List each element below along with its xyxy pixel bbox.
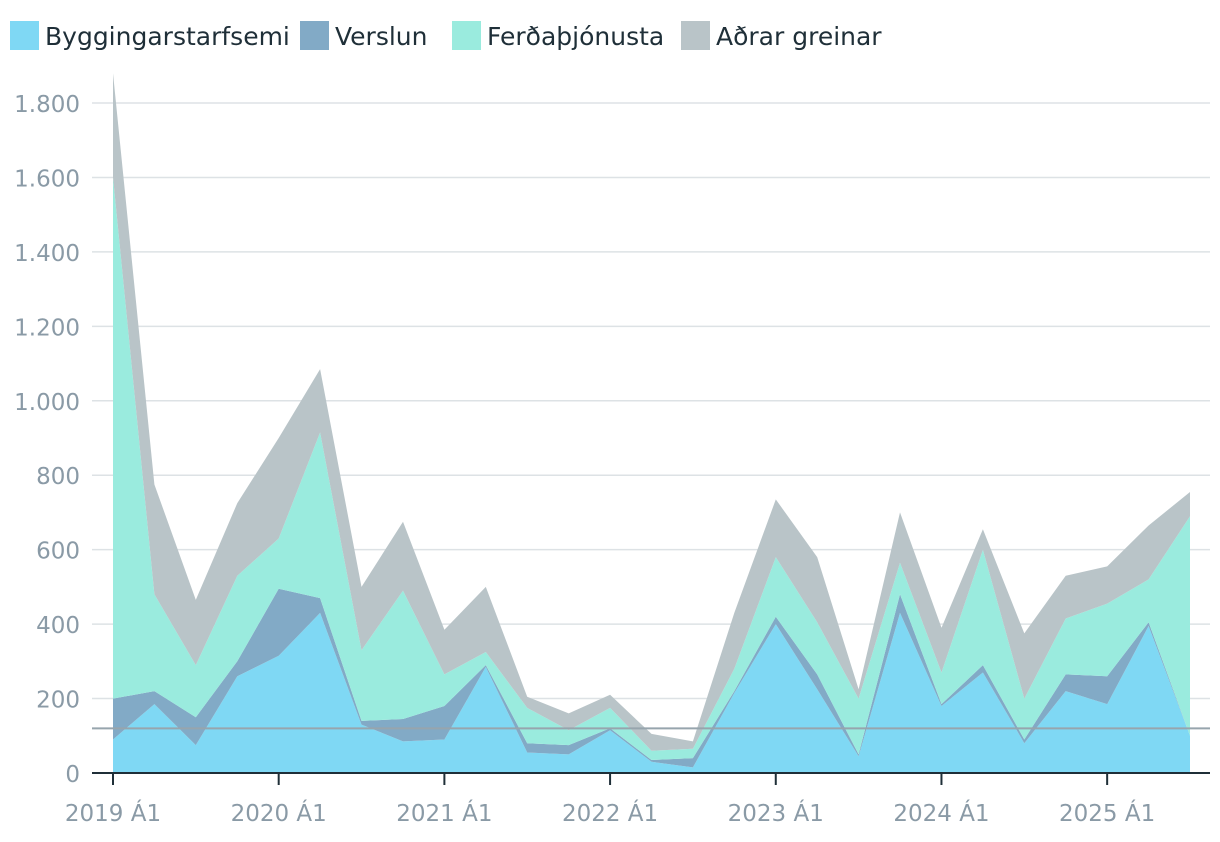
legend-label: Byggingarstarfsemi — [45, 22, 290, 51]
y-tick-label: 1.000 — [14, 390, 80, 416]
x-axis: 2019 Á1 2020 Á1 2021 Á1 2022 Á1 2023 Á1 2024 … — [65, 772, 1210, 827]
y-tick-label: 0 — [65, 762, 80, 788]
series-area — [113, 73, 1190, 751]
legend-label: Verslun — [335, 22, 427, 51]
x-tick-label: 2025 Á1 — [1059, 799, 1155, 827]
series-areas — [113, 73, 1190, 773]
x-tick-label: 2023 Á1 — [728, 799, 824, 827]
legend-swatch — [681, 21, 710, 50]
y-tick-label: 400 — [36, 613, 80, 639]
legend-label: Aðrar greinar — [716, 22, 882, 51]
x-tick-label: 2020 Á1 — [231, 799, 327, 827]
series-area — [113, 588, 1190, 768]
legend-label: Ferðaþjónusta — [487, 22, 664, 51]
legend-swatch — [10, 21, 39, 50]
legend: Byggingarstarfsemi Verslun Ferðaþjónusta Að… — [10, 21, 882, 51]
y-tick-label: 800 — [36, 464, 80, 490]
series-area — [113, 612, 1190, 773]
y-tick-label: 600 — [36, 539, 80, 565]
x-tick-label: 2021 Á1 — [396, 799, 492, 827]
y-axis: 0 200 400 600 800 1.000 1.200 1.400 1.600 1.800 — [14, 92, 80, 788]
x-tick-label: 2022 Á1 — [562, 799, 658, 827]
legend-swatch — [300, 21, 329, 50]
y-tick-label: 1.600 — [14, 166, 80, 192]
y-tick-label: 1.800 — [14, 92, 80, 118]
legend-swatch — [452, 21, 481, 50]
x-tick-label: 2019 Á1 — [65, 799, 161, 827]
y-tick-label: 1.400 — [14, 241, 80, 267]
x-tick-label: 2024 Á1 — [893, 799, 989, 827]
y-tick-label: 1.200 — [14, 315, 80, 341]
y-tick-label: 200 — [36, 688, 80, 714]
